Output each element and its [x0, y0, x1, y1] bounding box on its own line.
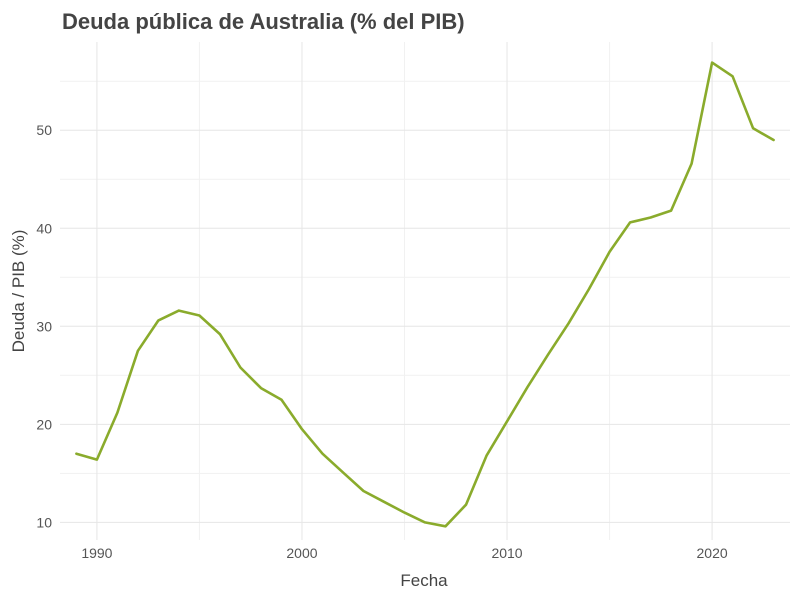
x-tick-labels: 1990 2000 2010 2020: [81, 545, 728, 561]
debt-series-line: [75, 61, 775, 528]
y-tick-labels: 10 20 30 40 50: [36, 122, 52, 530]
x-tick-label: 2010: [491, 545, 522, 561]
y-tick-label: 50: [36, 122, 52, 138]
x-tick-label: 1990: [81, 545, 112, 561]
y-tick-label: 30: [36, 318, 52, 334]
x-tick-label: 2020: [697, 545, 728, 561]
chart-title: Deuda pública de Australia (% del PIB): [62, 9, 465, 34]
x-axis-label: Fecha: [400, 571, 448, 590]
y-tick-label: 20: [36, 416, 52, 432]
y-tick-label: 10: [36, 514, 52, 530]
x-tick-label: 2000: [286, 545, 317, 561]
grid: [60, 42, 790, 540]
series-layer: [75, 61, 775, 528]
y-axis-label: Deuda / PIB (%): [9, 230, 28, 353]
y-tick-label: 40: [36, 220, 52, 236]
